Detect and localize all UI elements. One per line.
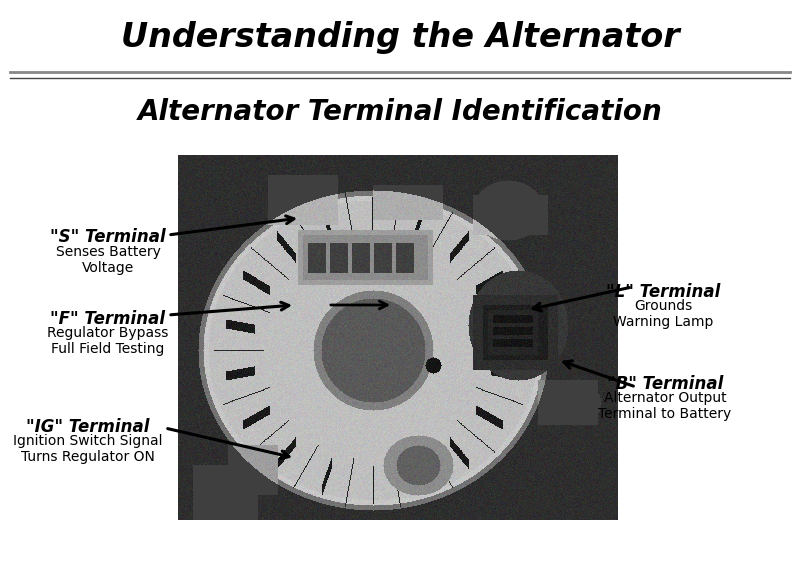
Text: "S" Terminal: "S" Terminal xyxy=(50,228,166,246)
Text: Grounds
Warning Lamp: Grounds Warning Lamp xyxy=(613,299,713,329)
Text: "B" Terminal: "B" Terminal xyxy=(607,375,723,393)
Text: Senses Battery
Voltage: Senses Battery Voltage xyxy=(55,245,161,275)
Text: "L" Terminal: "L" Terminal xyxy=(606,283,720,301)
Text: Ignition Switch Signal
Turns Regulator ON: Ignition Switch Signal Turns Regulator O… xyxy=(14,434,162,464)
Text: Understanding the Alternator: Understanding the Alternator xyxy=(121,21,679,54)
Text: Alternator Terminal Identification: Alternator Terminal Identification xyxy=(138,98,662,126)
Text: "F" Terminal: "F" Terminal xyxy=(50,310,166,328)
Text: "IG" Terminal: "IG" Terminal xyxy=(26,418,150,436)
Text: Regulator Bypass
Full Field Testing: Regulator Bypass Full Field Testing xyxy=(47,326,169,356)
Text: Alternator Output
Terminal to Battery: Alternator Output Terminal to Battery xyxy=(598,391,732,421)
